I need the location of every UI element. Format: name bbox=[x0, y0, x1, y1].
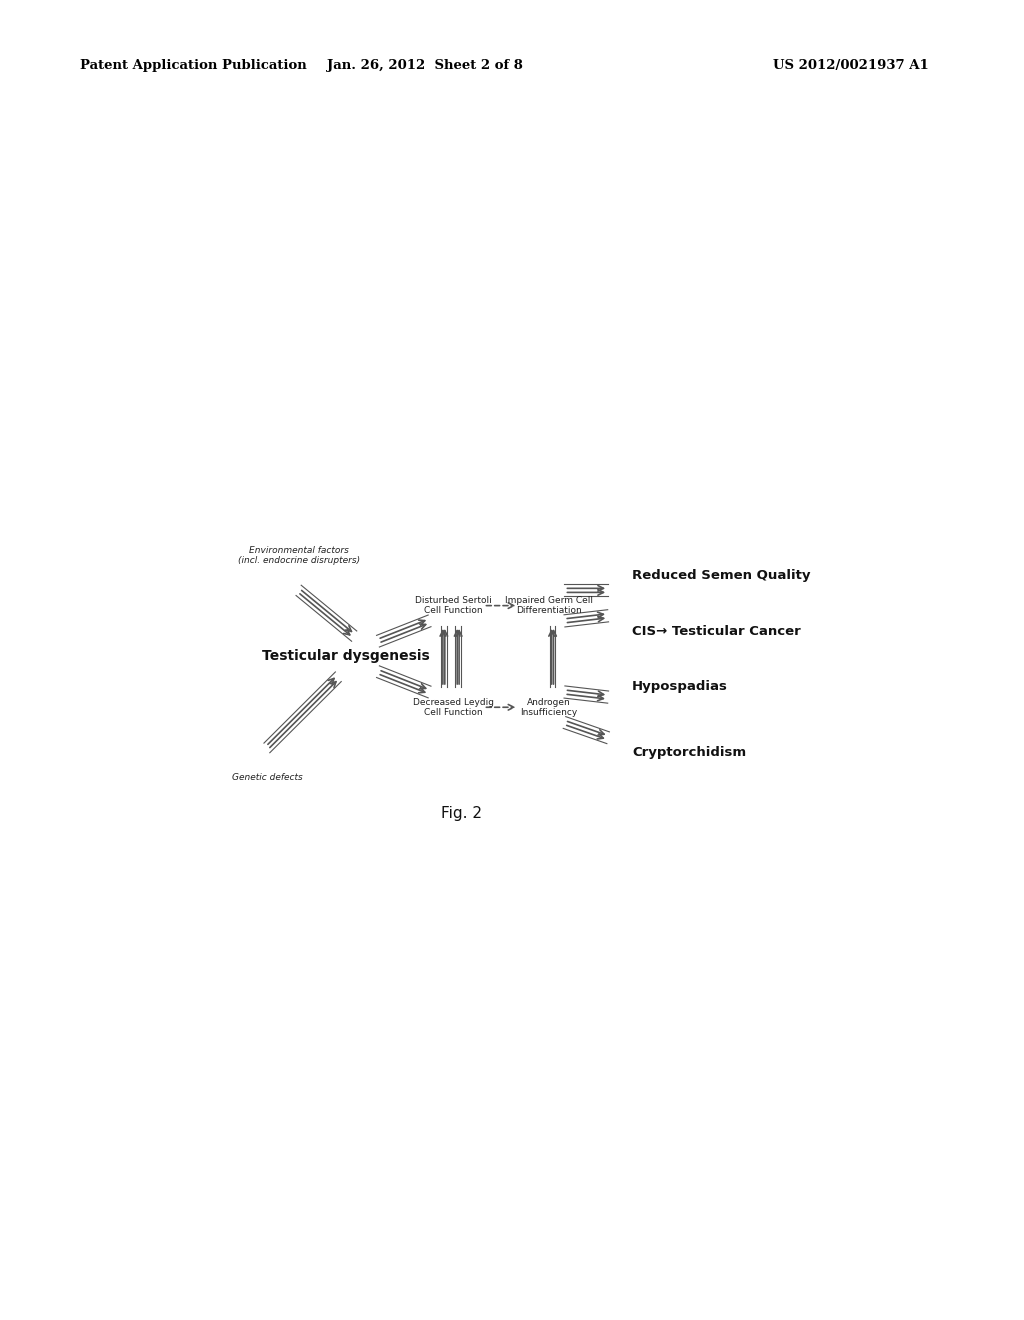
Text: Hypospadias: Hypospadias bbox=[632, 680, 728, 693]
Text: Jan. 26, 2012  Sheet 2 of 8: Jan. 26, 2012 Sheet 2 of 8 bbox=[327, 59, 523, 73]
Text: Reduced Semen Quality: Reduced Semen Quality bbox=[632, 569, 810, 582]
Text: US 2012/0021937 A1: US 2012/0021937 A1 bbox=[773, 59, 929, 73]
Text: Impaired Germ Cell
Differentiation: Impaired Germ Cell Differentiation bbox=[505, 595, 593, 615]
Text: Decreased Leydig
Cell Function: Decreased Leydig Cell Function bbox=[413, 697, 494, 717]
Text: Disturbed Sertoli
Cell Function: Disturbed Sertoli Cell Function bbox=[415, 595, 492, 615]
Text: CIS→ Testicular Cancer: CIS→ Testicular Cancer bbox=[632, 624, 801, 638]
Text: Patent Application Publication: Patent Application Publication bbox=[80, 59, 306, 73]
Text: Androgen
Insufficiency: Androgen Insufficiency bbox=[520, 697, 578, 717]
Text: Testicular dysgenesis: Testicular dysgenesis bbox=[262, 649, 430, 664]
Text: Cryptorchidism: Cryptorchidism bbox=[632, 747, 746, 759]
Text: Genetic defects: Genetic defects bbox=[231, 774, 302, 783]
Text: Environmental factors
(incl. endocrine disrupters): Environmental factors (incl. endocrine d… bbox=[238, 545, 359, 565]
Text: Fig. 2: Fig. 2 bbox=[440, 807, 482, 821]
